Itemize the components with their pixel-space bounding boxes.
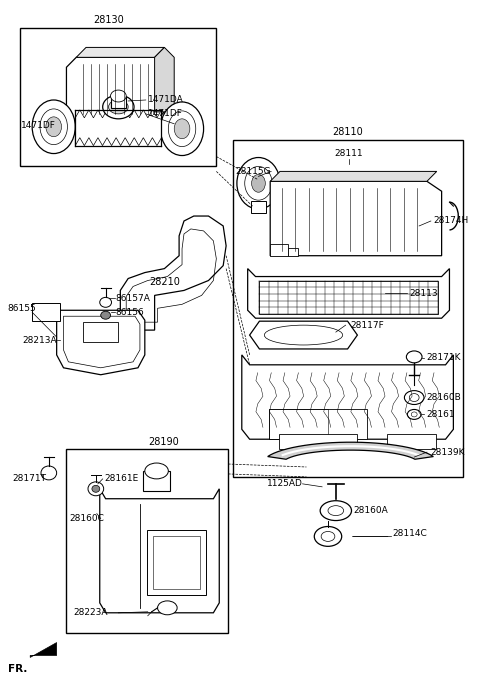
Text: 28190: 28190 xyxy=(148,437,179,447)
Bar xyxy=(279,434,358,449)
Polygon shape xyxy=(75,110,161,145)
Text: 28161E: 28161E xyxy=(105,475,139,484)
Text: 28113: 28113 xyxy=(409,289,438,298)
Ellipse shape xyxy=(408,410,421,419)
Polygon shape xyxy=(30,643,57,657)
Bar xyxy=(270,244,288,256)
Polygon shape xyxy=(270,181,442,256)
Ellipse shape xyxy=(157,601,177,615)
Ellipse shape xyxy=(320,501,351,521)
Text: 1125AD: 1125AD xyxy=(267,480,303,488)
Ellipse shape xyxy=(252,174,265,192)
Ellipse shape xyxy=(92,485,100,493)
Polygon shape xyxy=(248,269,449,318)
Text: 28115G: 28115G xyxy=(235,167,271,176)
Bar xyxy=(147,530,205,595)
Text: 28223A: 28223A xyxy=(73,608,108,617)
Text: 28114C: 28114C xyxy=(393,529,427,538)
Bar xyxy=(288,248,298,256)
Polygon shape xyxy=(270,172,437,181)
Text: 1471DF: 1471DF xyxy=(148,109,182,119)
Ellipse shape xyxy=(160,102,204,156)
Text: 86157A: 86157A xyxy=(115,294,150,303)
Bar xyxy=(143,471,170,490)
Text: 28110: 28110 xyxy=(332,127,363,137)
Polygon shape xyxy=(100,489,219,613)
Text: 86156: 86156 xyxy=(115,308,144,317)
Polygon shape xyxy=(155,47,174,112)
Text: 28160A: 28160A xyxy=(353,506,388,515)
Text: 28171T: 28171T xyxy=(12,475,47,484)
Text: 1471DA: 1471DA xyxy=(148,95,183,104)
Bar xyxy=(83,322,119,342)
Text: 28139K: 28139K xyxy=(430,447,464,457)
Bar xyxy=(269,410,328,439)
Ellipse shape xyxy=(405,390,424,405)
Text: 28111: 28111 xyxy=(334,149,363,158)
Text: 28161: 28161 xyxy=(426,410,455,419)
Bar xyxy=(66,449,228,632)
Text: 1471DF: 1471DF xyxy=(22,121,56,130)
Ellipse shape xyxy=(145,463,168,479)
Text: 28130: 28130 xyxy=(93,14,124,25)
Bar xyxy=(387,434,436,449)
Bar xyxy=(153,536,200,589)
Ellipse shape xyxy=(103,95,134,119)
Text: 28174H: 28174H xyxy=(434,217,469,226)
Bar xyxy=(21,27,216,167)
Ellipse shape xyxy=(108,100,128,114)
Polygon shape xyxy=(66,58,165,122)
Bar xyxy=(32,303,60,321)
Text: FR.: FR. xyxy=(8,664,27,674)
Polygon shape xyxy=(268,442,433,459)
Text: 86155: 86155 xyxy=(8,304,36,313)
Bar xyxy=(233,140,463,477)
Text: 28210: 28210 xyxy=(149,278,180,287)
Text: 28171K: 28171K xyxy=(426,353,460,362)
Polygon shape xyxy=(250,321,358,349)
Ellipse shape xyxy=(314,526,342,546)
Text: 28160C: 28160C xyxy=(70,514,104,523)
Bar xyxy=(110,96,126,108)
Polygon shape xyxy=(76,47,165,58)
Polygon shape xyxy=(57,310,145,375)
Ellipse shape xyxy=(110,90,126,102)
Polygon shape xyxy=(242,355,454,439)
Text: 28160B: 28160B xyxy=(426,393,461,402)
Ellipse shape xyxy=(101,311,110,319)
Text: 28213A: 28213A xyxy=(23,335,57,344)
Bar xyxy=(259,281,438,314)
Ellipse shape xyxy=(46,117,61,137)
Ellipse shape xyxy=(41,466,57,480)
Ellipse shape xyxy=(100,297,111,307)
Ellipse shape xyxy=(174,119,190,139)
Ellipse shape xyxy=(407,351,422,363)
Polygon shape xyxy=(120,216,226,330)
Ellipse shape xyxy=(88,482,104,496)
Bar xyxy=(251,201,266,213)
Ellipse shape xyxy=(32,100,75,154)
Text: 28117F: 28117F xyxy=(350,320,384,330)
Ellipse shape xyxy=(237,158,280,209)
Bar xyxy=(269,410,367,439)
